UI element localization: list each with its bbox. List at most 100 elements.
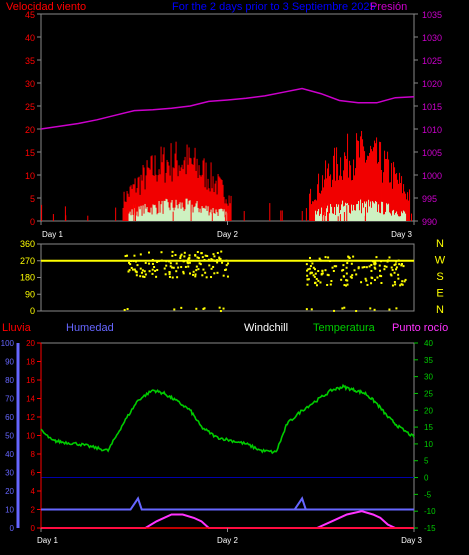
direction-point [160, 259, 163, 262]
direction-point [370, 282, 373, 285]
direction-point [210, 276, 213, 279]
direction-point [327, 274, 330, 277]
direction-point [151, 258, 154, 261]
wind-axis-tick-label: 45 [25, 10, 35, 20]
direction-point [188, 261, 191, 264]
direction-point [351, 274, 354, 277]
direction-point [207, 258, 210, 261]
direction-point [182, 259, 185, 262]
direction-point [183, 251, 186, 254]
direction-point [395, 260, 398, 263]
direction-point [126, 254, 129, 257]
direction-point [216, 261, 219, 264]
direction-point [131, 268, 134, 271]
direction-point [346, 262, 349, 265]
direction-point [220, 250, 223, 253]
direction-point [370, 276, 373, 279]
direction-axis-tick-label: 270 [20, 256, 35, 266]
direction-point [309, 272, 312, 275]
direction-point [133, 268, 136, 271]
direction-point [226, 275, 229, 278]
direction-point [363, 266, 366, 269]
compass-label: S [436, 271, 443, 283]
direction-point [222, 307, 225, 310]
direction-point [331, 266, 334, 269]
direction-point [380, 275, 383, 278]
direction-point [179, 255, 182, 258]
humidity-axis-tick-label: 40 [5, 450, 14, 459]
direction-point [195, 307, 198, 310]
rain-axis-tick-label: 10 [26, 432, 35, 441]
direction-point [194, 273, 197, 276]
direction-point [329, 260, 332, 263]
direction-point [139, 267, 142, 270]
direction-point [196, 256, 199, 259]
direction-point [403, 280, 406, 283]
direction-point [212, 265, 215, 268]
direction-point [376, 276, 379, 279]
direction-point [218, 306, 221, 309]
direction-point [197, 257, 200, 260]
temperature-axis-tick-label: 35 [424, 356, 433, 365]
pressure-axis-tick-label: 1010 [422, 125, 442, 135]
direction-point [393, 271, 396, 274]
direction-point [348, 257, 351, 260]
direction-point [213, 255, 216, 258]
direction-point [180, 266, 183, 269]
direction-point [315, 277, 318, 280]
direction-point [204, 271, 207, 274]
temperature-axis-tick-label: 15 [424, 423, 433, 432]
pressure-axis-tick-label: 1025 [422, 56, 442, 66]
direction-point [182, 270, 185, 273]
direction-point [168, 275, 171, 278]
direction-point [130, 266, 133, 269]
direction-point [306, 269, 309, 272]
direction-point [332, 269, 335, 272]
direction-point [123, 308, 126, 311]
compass-label: N [436, 304, 444, 316]
humidity-line [41, 496, 414, 511]
direction-axis-tick-label: 360 [20, 239, 35, 249]
direction-point [379, 269, 382, 272]
direction-point [171, 266, 174, 269]
pressure-axis-tick-label: 1035 [422, 10, 442, 20]
direction-point [210, 267, 213, 270]
direction-point [395, 307, 398, 310]
direction-point [154, 269, 157, 272]
humidity-axis-tick-label: 0 [10, 524, 15, 533]
direction-point [168, 273, 171, 276]
direction-point [373, 266, 376, 269]
direction-point [314, 282, 317, 285]
wind-speed-title: Velocidad viento [6, 1, 86, 13]
direction-point [165, 264, 168, 267]
direction-point [172, 266, 175, 269]
direction-point [402, 265, 405, 268]
temperature-axis-tick-label: 20 [424, 406, 433, 415]
direction-point [151, 272, 154, 275]
direction-point [391, 268, 394, 271]
direction-point [306, 283, 309, 286]
rain-legend: Lluvia [2, 322, 32, 334]
direction-point [183, 255, 186, 258]
direction-point [171, 276, 174, 279]
direction-point [164, 273, 167, 276]
direction-point [212, 253, 215, 256]
wind-axis-tick-label: 25 [25, 102, 35, 112]
temperature-axis-tick-label: 10 [424, 440, 433, 449]
direction-point [393, 264, 396, 267]
direction-point [177, 266, 180, 269]
direction-point [317, 270, 320, 273]
direction-point [375, 256, 378, 259]
direction-point [329, 283, 332, 286]
direction-point [324, 256, 327, 259]
direction-point [373, 278, 376, 281]
direction-point [373, 260, 376, 263]
direction-point [324, 269, 327, 272]
direction-point [124, 255, 127, 258]
direction-point [153, 266, 156, 269]
rain-axis-tick-label: 12 [26, 413, 35, 422]
direction-point [219, 310, 222, 313]
direction-point [171, 250, 174, 253]
direction-point [151, 262, 154, 265]
pressure-axis-tick-label: 1015 [422, 102, 442, 112]
